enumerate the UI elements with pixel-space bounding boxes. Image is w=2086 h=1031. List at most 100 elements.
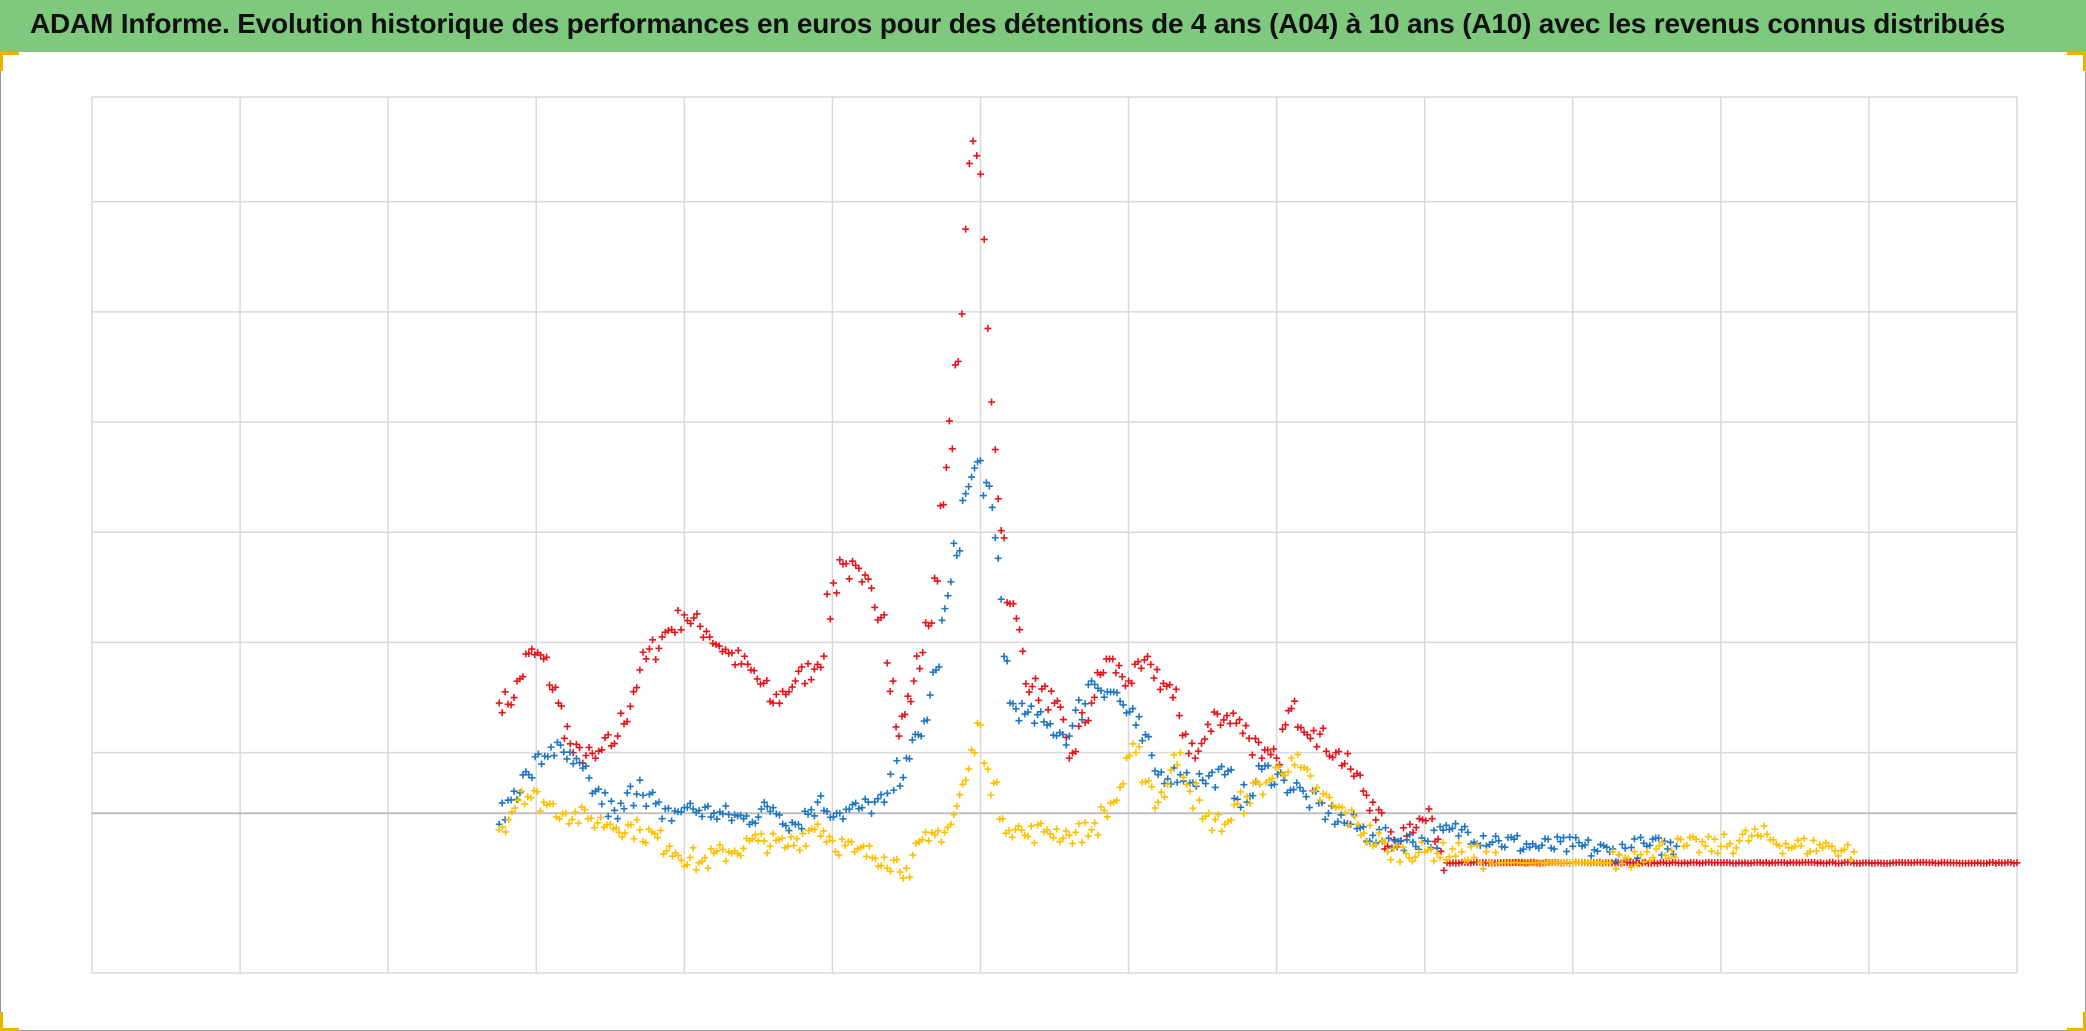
series-2-marker	[559, 810, 567, 818]
series-1-point-40	[1324, 809, 1332, 817]
series-1-marker	[1161, 780, 1168, 788]
series-2-marker	[1316, 796, 1324, 804]
series-2-marker	[993, 778, 1001, 786]
series-1-marker	[1227, 766, 1235, 774]
series-0-marker	[572, 740, 580, 748]
series-2-point-21	[984, 765, 992, 773]
series-2-marker	[1418, 838, 1426, 846]
series-1-marker	[1409, 838, 1417, 846]
series-0-marker	[1372, 816, 1380, 824]
series-2-marker	[1732, 844, 1740, 852]
series-2-marker	[612, 824, 620, 832]
series-0-marker	[766, 697, 774, 705]
series-0-marker	[1264, 746, 1272, 754]
series-2-marker	[1649, 854, 1657, 862]
series-0-marker	[919, 649, 927, 657]
series-0-marker	[1078, 709, 1086, 717]
series-0-marker	[829, 579, 837, 587]
series-2-marker	[536, 807, 544, 815]
series-1-marker	[950, 539, 958, 547]
series-1-marker	[839, 815, 847, 823]
series-1-marker	[953, 552, 961, 560]
series-1-marker	[1126, 708, 1134, 716]
series-0-marker	[1140, 656, 1148, 664]
series-1-marker	[1195, 770, 1203, 778]
series-1-marker	[1523, 840, 1530, 848]
series-2-marker	[896, 868, 904, 876]
series-0-marker	[901, 710, 909, 718]
series-1-marker	[905, 755, 913, 763]
series-1-marker	[1587, 852, 1595, 860]
series-2-marker	[1011, 826, 1019, 834]
series-2-marker	[1372, 841, 1380, 849]
series-0-marker	[877, 614, 885, 622]
series-2-marker	[1812, 847, 1820, 855]
series-1-marker	[1000, 652, 1008, 660]
series-1-point-22	[962, 490, 970, 498]
series-1-marker	[1277, 769, 1285, 777]
series-0-marker	[1134, 658, 1142, 666]
series-0-marker	[1344, 750, 1352, 758]
series-1-marker	[1211, 783, 1219, 791]
series-0-marker	[1016, 626, 1024, 634]
series-2-marker	[781, 844, 789, 852]
series-0-marker	[807, 676, 815, 684]
series-2-marker	[835, 851, 843, 859]
series-0-marker	[916, 665, 924, 673]
series-2-marker	[1726, 840, 1734, 848]
series-2-marker	[1129, 740, 1137, 748]
series-1-marker	[997, 595, 1005, 603]
series-2-marker	[1698, 838, 1706, 846]
series-2-marker	[663, 847, 671, 855]
chart-title: ADAM Informe. Evolution historique des p…	[30, 8, 2006, 39]
corner-mark-bottom-left	[0, 1012, 19, 1031]
series-2-marker	[956, 791, 964, 799]
series-2-marker	[502, 828, 510, 836]
series-0-point-7	[614, 732, 622, 740]
series-2-marker	[871, 854, 879, 862]
series-2-marker	[707, 845, 715, 853]
series-1-marker	[817, 792, 825, 800]
series-1-marker	[607, 797, 615, 805]
series-1-marker	[979, 492, 987, 500]
series-0-marker	[1223, 712, 1231, 720]
series-1-marker	[1009, 700, 1017, 708]
series-1-marker	[968, 473, 976, 481]
series-0-marker	[1387, 828, 1395, 836]
series-0-marker	[1217, 721, 1225, 729]
series-1-marker	[861, 795, 869, 803]
series-2-marker	[1695, 848, 1703, 856]
series-0-marker	[823, 590, 831, 598]
series-2-marker	[1345, 821, 1353, 829]
series-2-marker	[1603, 859, 1611, 867]
series-2-marker	[642, 839, 650, 847]
series-1-marker	[683, 803, 691, 811]
series-0-marker	[889, 677, 897, 685]
series-2-marker	[1809, 836, 1817, 844]
series-1-marker	[852, 799, 860, 807]
series-1-marker	[1296, 784, 1304, 792]
series-0-marker	[645, 645, 653, 653]
series-1-marker	[1553, 833, 1561, 841]
series-0-marker	[2010, 859, 2018, 867]
series-0-marker	[652, 656, 660, 664]
series-2-marker	[1281, 771, 1289, 779]
series-0-marker	[1156, 685, 1164, 693]
series-2-point-25	[1065, 831, 1073, 839]
series-2-marker	[1275, 763, 1283, 771]
series-1-point-35	[1221, 771, 1229, 779]
series-2-marker	[1677, 835, 1685, 843]
series-1-marker	[498, 799, 506, 807]
series-1-marker	[1290, 786, 1298, 794]
series-0-point-42	[1258, 754, 1266, 762]
series-2-marker	[1399, 843, 1407, 851]
series-1-marker	[1382, 824, 1390, 832]
series-2-marker	[1100, 807, 1108, 815]
series-0-marker	[1279, 725, 1287, 733]
series-1-marker	[649, 788, 657, 796]
series-0-marker	[1115, 662, 1123, 670]
series-0-marker	[519, 673, 527, 681]
series-1-point-39	[1302, 793, 1310, 801]
series-1-marker	[899, 774, 907, 782]
series-1-marker	[1572, 834, 1580, 842]
